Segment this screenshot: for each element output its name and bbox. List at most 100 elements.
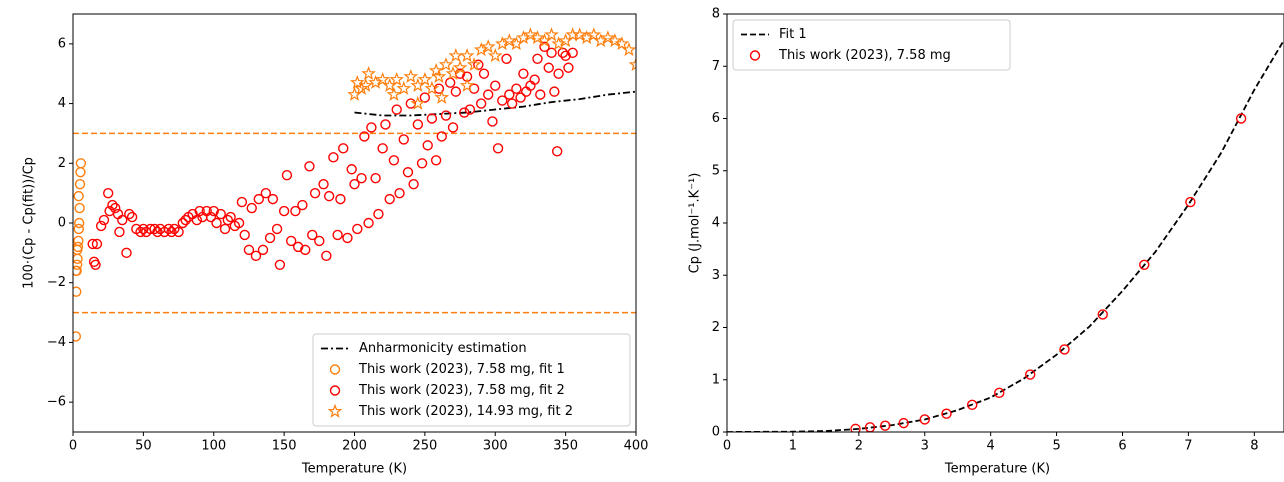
circle-marker — [430, 155, 442, 166]
circle-marker — [436, 131, 447, 142]
circle-marker — [73, 286, 82, 297]
axes-frame — [726, 13, 1284, 433]
y-tick-label: −2 — [47, 275, 66, 290]
circle-marker — [483, 89, 494, 100]
circle-marker — [73, 223, 84, 235]
star-marker — [586, 27, 602, 42]
circle-marker — [332, 229, 343, 241]
circle-marker — [95, 220, 107, 232]
circle-marker — [135, 226, 146, 238]
circle-marker — [352, 223, 363, 235]
circle-marker — [102, 187, 114, 199]
circle-marker — [219, 223, 231, 235]
circle-marker — [74, 178, 86, 190]
star-marker — [480, 39, 496, 54]
star-marker — [614, 36, 630, 51]
circle-marker — [543, 62, 554, 73]
y-tick-label: 2 — [712, 320, 720, 335]
y-tick-label: 2 — [58, 156, 66, 171]
x-tick-label: 4 — [987, 439, 995, 454]
circle-marker — [359, 131, 370, 142]
circle-marker — [267, 193, 279, 205]
x-axis-label: Temperature (K) — [944, 462, 1050, 477]
circle-marker — [73, 235, 84, 247]
circle-marker — [208, 205, 219, 217]
star-marker — [424, 80, 440, 95]
star-marker — [530, 30, 545, 45]
circle-marker — [152, 226, 163, 238]
circle-marker — [567, 47, 578, 59]
star-marker — [396, 80, 412, 95]
circle-marker — [549, 86, 560, 97]
circle-marker — [487, 116, 498, 127]
circle-marker — [560, 50, 571, 61]
circle-marker — [73, 253, 83, 265]
x-tick-label: 8 — [1250, 439, 1258, 454]
y-tick-label: 0 — [712, 425, 720, 440]
star-marker — [459, 78, 475, 92]
x-tick-label: 0 — [69, 439, 77, 454]
circle-marker — [1025, 369, 1036, 380]
circle-marker — [475, 98, 487, 109]
circle-marker — [124, 208, 135, 220]
circle-marker — [501, 53, 512, 64]
plot-area — [73, 27, 636, 342]
star-marker — [410, 95, 426, 110]
star-marker — [438, 57, 454, 71]
x-tick-label: 2 — [855, 439, 863, 454]
x-tick-label: 250 — [412, 439, 437, 454]
circle-marker — [366, 122, 377, 133]
circle-marker — [233, 217, 245, 229]
legend-label: Fit 1 — [779, 27, 807, 42]
fit-line — [727, 39, 1284, 432]
circle-marker — [1059, 344, 1070, 355]
circle-marker — [342, 232, 353, 244]
star-marker — [428, 62, 444, 78]
legend-box — [732, 19, 1011, 71]
x-axis-label: Temperature (K) — [301, 462, 407, 477]
circle-marker — [74, 202, 85, 214]
circle-marker — [250, 250, 262, 262]
y-tick-label: 0 — [58, 216, 66, 231]
y-tick-label: 7 — [712, 59, 720, 74]
x-tick-label: 200 — [342, 439, 367, 454]
legend-box — [312, 333, 631, 427]
circle-marker — [380, 119, 391, 130]
x-tick-label: 300 — [483, 439, 508, 454]
circle-marker — [497, 95, 508, 106]
circle-marker — [323, 190, 335, 202]
circle-marker — [145, 223, 156, 235]
circle-marker — [994, 387, 1005, 399]
circle-marker — [321, 250, 332, 262]
circle-marker — [121, 247, 132, 259]
star-marker — [487, 48, 503, 63]
star-marker — [572, 27, 588, 42]
star-marker — [375, 71, 391, 86]
circle-marker — [394, 187, 405, 199]
circle-marker — [73, 259, 83, 270]
circle-marker — [73, 265, 82, 276]
star-marker — [607, 33, 623, 48]
circle-marker — [557, 47, 569, 59]
circle-marker — [464, 104, 476, 115]
circle-marker — [529, 74, 540, 85]
circle-marker — [73, 244, 83, 256]
circle-marker — [384, 193, 395, 205]
circle-marker — [222, 214, 234, 226]
y-tick-label: 3 — [712, 268, 720, 283]
circle-marker — [215, 208, 226, 220]
circle-marker — [941, 408, 952, 419]
circle-marker — [285, 235, 297, 247]
circle-marker — [850, 423, 861, 432]
circle-marker — [426, 113, 438, 124]
circle-marker — [290, 205, 301, 217]
circle-marker — [459, 107, 470, 118]
y-tick-label: −4 — [47, 335, 66, 350]
circle-marker — [440, 110, 452, 121]
circle-marker — [511, 83, 522, 94]
x-tick-label: 0 — [723, 439, 731, 454]
circle-marker — [166, 226, 177, 238]
circle-marker — [346, 164, 357, 175]
circle-marker — [191, 214, 203, 226]
